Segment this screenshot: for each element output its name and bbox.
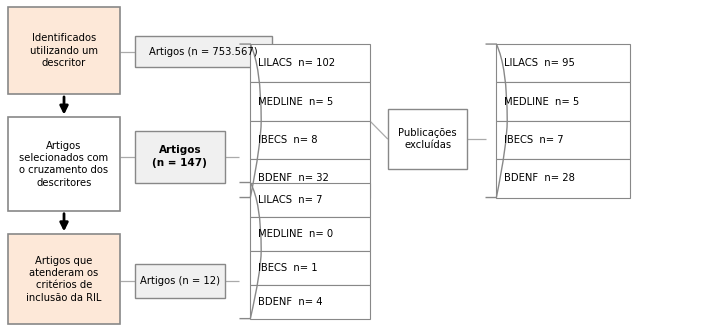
Text: IBECS  n= 7: IBECS n= 7: [504, 135, 563, 145]
Bar: [497, 82, 630, 121]
Text: LILACS  n= 7: LILACS n= 7: [257, 195, 322, 205]
Text: IBECS  n= 1: IBECS n= 1: [257, 263, 318, 273]
Bar: [250, 285, 370, 319]
Bar: [8, 234, 120, 324]
Bar: [250, 121, 370, 159]
Text: BDENF  n= 32: BDENF n= 32: [257, 173, 328, 183]
Text: Artigos (n = 753.567): Artigos (n = 753.567): [149, 47, 257, 57]
Text: Artigos que
atenderam os
critérios de
inclusão da RIL: Artigos que atenderam os critérios de in…: [26, 256, 102, 303]
Text: Artigos
(n = 147): Artigos (n = 147): [152, 145, 207, 168]
Bar: [497, 44, 630, 82]
Text: IBECS  n= 8: IBECS n= 8: [257, 135, 317, 145]
Bar: [250, 159, 370, 198]
Bar: [250, 216, 370, 251]
Bar: [497, 121, 630, 159]
Bar: [250, 183, 370, 216]
Text: BDENF  n= 4: BDENF n= 4: [257, 296, 322, 307]
Bar: [135, 131, 225, 183]
Bar: [8, 7, 120, 94]
Text: Artigos (n = 12): Artigos (n = 12): [140, 276, 220, 286]
Text: MEDLINE  n= 0: MEDLINE n= 0: [257, 228, 333, 239]
Bar: [250, 82, 370, 121]
Bar: [388, 109, 468, 169]
Bar: [250, 251, 370, 285]
Bar: [135, 36, 272, 67]
Text: BDENF  n= 28: BDENF n= 28: [504, 173, 574, 183]
Bar: [250, 44, 370, 82]
Bar: [135, 264, 225, 297]
Text: LILACS  n= 102: LILACS n= 102: [257, 58, 335, 68]
Text: LILACS  n= 95: LILACS n= 95: [504, 58, 574, 68]
Text: MEDLINE  n= 5: MEDLINE n= 5: [257, 96, 333, 107]
Text: MEDLINE  n= 5: MEDLINE n= 5: [504, 96, 579, 107]
Text: Identificados
utilizando um
descritor: Identificados utilizando um descritor: [30, 34, 98, 68]
Bar: [8, 118, 120, 211]
Text: Publicações
excluídas: Publicações excluídas: [398, 128, 457, 150]
Text: Artigos
selecionados com
o cruzamento dos
descritores: Artigos selecionados com o cruzamento do…: [20, 141, 109, 188]
Bar: [497, 159, 630, 198]
